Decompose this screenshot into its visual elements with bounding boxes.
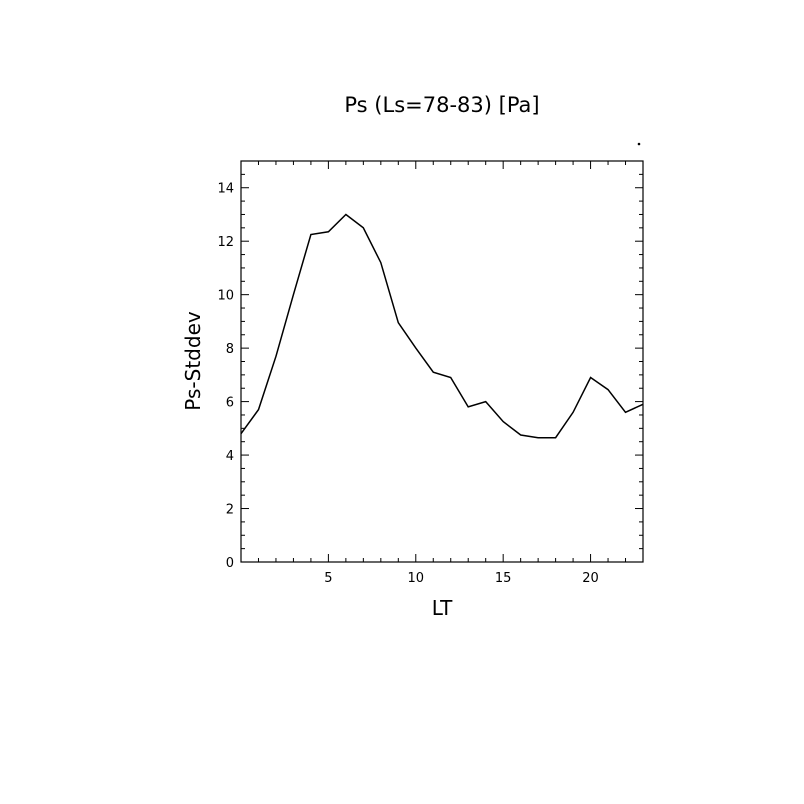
y-tick-label: 10	[217, 289, 234, 304]
y-tick-label: 0	[226, 556, 234, 571]
x-tick-label: 15	[495, 571, 512, 586]
y-tick-label: 12	[217, 235, 234, 250]
plot-frame	[240, 160, 644, 563]
y-tick-label: 4	[226, 449, 234, 464]
x-tick-label: 5	[324, 571, 332, 586]
tick-labels: 5 10 15 20 0 2 4 6 8 10 12 14	[217, 182, 598, 586]
y-axis-label: Ps-Stddev	[181, 311, 205, 411]
y-tick-label: 14	[217, 182, 234, 197]
x-axis-label: LT	[432, 596, 453, 620]
x-tick-label: 20	[582, 571, 599, 586]
ticks	[240, 160, 644, 563]
y-tick-label: 8	[226, 342, 234, 357]
y-tick-label: 2	[226, 503, 234, 518]
series-line	[240, 213, 644, 439]
y-tick-label: 6	[226, 396, 234, 411]
x-tick-label: 10	[408, 571, 425, 586]
plot-border	[240, 160, 644, 563]
chart-title: Ps (Ls=78-83) [Pa]	[344, 93, 539, 117]
corner-dot	[637, 142, 641, 146]
